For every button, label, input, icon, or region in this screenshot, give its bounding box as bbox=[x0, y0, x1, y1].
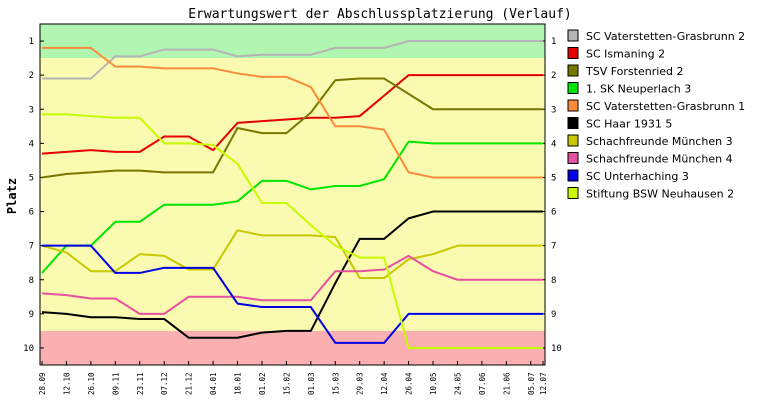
legend-swatch-1 bbox=[567, 47, 579, 59]
legend-swatch-5 bbox=[567, 117, 579, 129]
y-tick-label-left: 6 bbox=[29, 208, 34, 218]
x-tick-label: 05.07 bbox=[527, 372, 536, 395]
y-tick-label-left: 9 bbox=[29, 310, 34, 320]
x-tick-label: 26.04 bbox=[405, 372, 414, 395]
x-tick-label: 04.01 bbox=[209, 372, 218, 395]
y-tick-label-left: 1 bbox=[29, 37, 34, 47]
x-tick-label: 26.10 bbox=[87, 372, 96, 395]
x-tick-label: 28.09 bbox=[38, 372, 47, 395]
y-tick-label-left: 4 bbox=[29, 139, 34, 149]
legend-label-5: SC Haar 1931 5 bbox=[586, 118, 672, 131]
legend-label-1: SC Ismaning 2 bbox=[586, 48, 665, 61]
y-tick-label-right: 6 bbox=[551, 208, 556, 218]
series-line-4 bbox=[42, 46, 543, 179]
y-tick-label-right: 7 bbox=[551, 242, 556, 252]
series-line-3 bbox=[41, 140, 543, 274]
legend-label-9: Stiftung BSW Neuhausen 2 bbox=[586, 188, 734, 201]
legend-label-0: SC Vaterstetten-Grasbrunn 2 bbox=[586, 30, 745, 43]
series-line-0 bbox=[42, 40, 543, 80]
x-tick-label: 07.12 bbox=[160, 372, 169, 395]
x-tick-label: 21.12 bbox=[185, 372, 194, 395]
series-line-7 bbox=[41, 254, 543, 315]
y-tick-label-right: 8 bbox=[551, 276, 556, 286]
series-line-2 bbox=[41, 77, 543, 179]
legend-swatch-3 bbox=[567, 82, 579, 94]
legend-swatch-0 bbox=[567, 29, 579, 42]
plot-frame bbox=[39, 23, 546, 366]
legend-label-3: 1. SK Neuperlach 3 bbox=[586, 83, 691, 96]
y-tick-label-left: 2 bbox=[29, 71, 34, 81]
series-lines bbox=[41, 40, 543, 349]
y-tick-label-right: 9 bbox=[551, 310, 556, 320]
x-tick-label: 23.11 bbox=[136, 372, 145, 395]
series-line-9 bbox=[42, 113, 543, 349]
series-line-6 bbox=[41, 229, 543, 280]
x-tick-label: 09.11 bbox=[111, 372, 120, 395]
y-tick-label-left: 5 bbox=[29, 173, 34, 183]
series-line-8 bbox=[42, 244, 543, 344]
y-tick-label-right: 2 bbox=[551, 71, 556, 81]
x-tick-label: 21.06 bbox=[502, 372, 511, 395]
x-tick-label: 15.02 bbox=[282, 372, 291, 395]
y-tick-label-right: 5 bbox=[551, 173, 556, 183]
x-tick-label: 07.06 bbox=[478, 372, 487, 395]
legend-label-4: SC Vaterstetten-Grasbrunn 1 bbox=[586, 100, 745, 113]
chart-title: Erwartungswert der Abschlussplatzierung … bbox=[188, 7, 572, 22]
legend-swatch-9 bbox=[567, 187, 579, 199]
x-tick-label: 15.03 bbox=[331, 372, 340, 395]
legend-swatch-6 bbox=[567, 134, 579, 147]
y-tick-label-left: 8 bbox=[29, 276, 34, 286]
x-tick-label: 10.05 bbox=[429, 372, 438, 395]
y-tick-label-right: 3 bbox=[551, 105, 556, 115]
x-tick-label: 01.03 bbox=[307, 372, 316, 395]
x-tick-label: 12.07 bbox=[539, 372, 548, 395]
x-tick-label: 12.04 bbox=[380, 372, 389, 395]
y-tick-label-left: 3 bbox=[29, 105, 34, 115]
legend-box bbox=[562, 24, 752, 209]
legend-swatch-8 bbox=[567, 169, 579, 182]
x-tick-label: 18.01 bbox=[234, 372, 243, 395]
y-tick-label-right: 1 bbox=[551, 37, 556, 47]
x-tick-label: 29.03 bbox=[356, 372, 365, 395]
y-tick-label-right: 4 bbox=[551, 139, 556, 149]
x-tick-label: 24.05 bbox=[453, 372, 462, 395]
legend-label-8: SC Unterhaching 3 bbox=[586, 170, 689, 183]
legend-swatch-2 bbox=[567, 64, 579, 77]
series-line-1 bbox=[41, 74, 543, 155]
y-axis-label: Platz bbox=[5, 178, 19, 214]
legend-swatch-4 bbox=[567, 99, 579, 112]
x-tick-label: 01.02 bbox=[258, 372, 267, 395]
legend-label-7: Schachfreunde München 4 bbox=[586, 153, 733, 166]
y-tick-label-left: 10 bbox=[23, 344, 34, 354]
legend-label-2: TSV Forstenried 2 bbox=[585, 65, 684, 78]
legend-swatch-7 bbox=[567, 152, 579, 164]
y-tick-label-left: 7 bbox=[29, 242, 34, 252]
legend: SC Vaterstetten-Grasbrunn 2 SC Ismaning 2… bbox=[562, 24, 752, 209]
series-line-5 bbox=[41, 210, 543, 339]
x-tick-label: 12.10 bbox=[62, 372, 71, 395]
legend-label-6: Schachfreunde München 3 bbox=[586, 135, 733, 148]
plot-band-1 bbox=[40, 58, 545, 331]
y-tick-label-right: 10 bbox=[551, 344, 562, 354]
